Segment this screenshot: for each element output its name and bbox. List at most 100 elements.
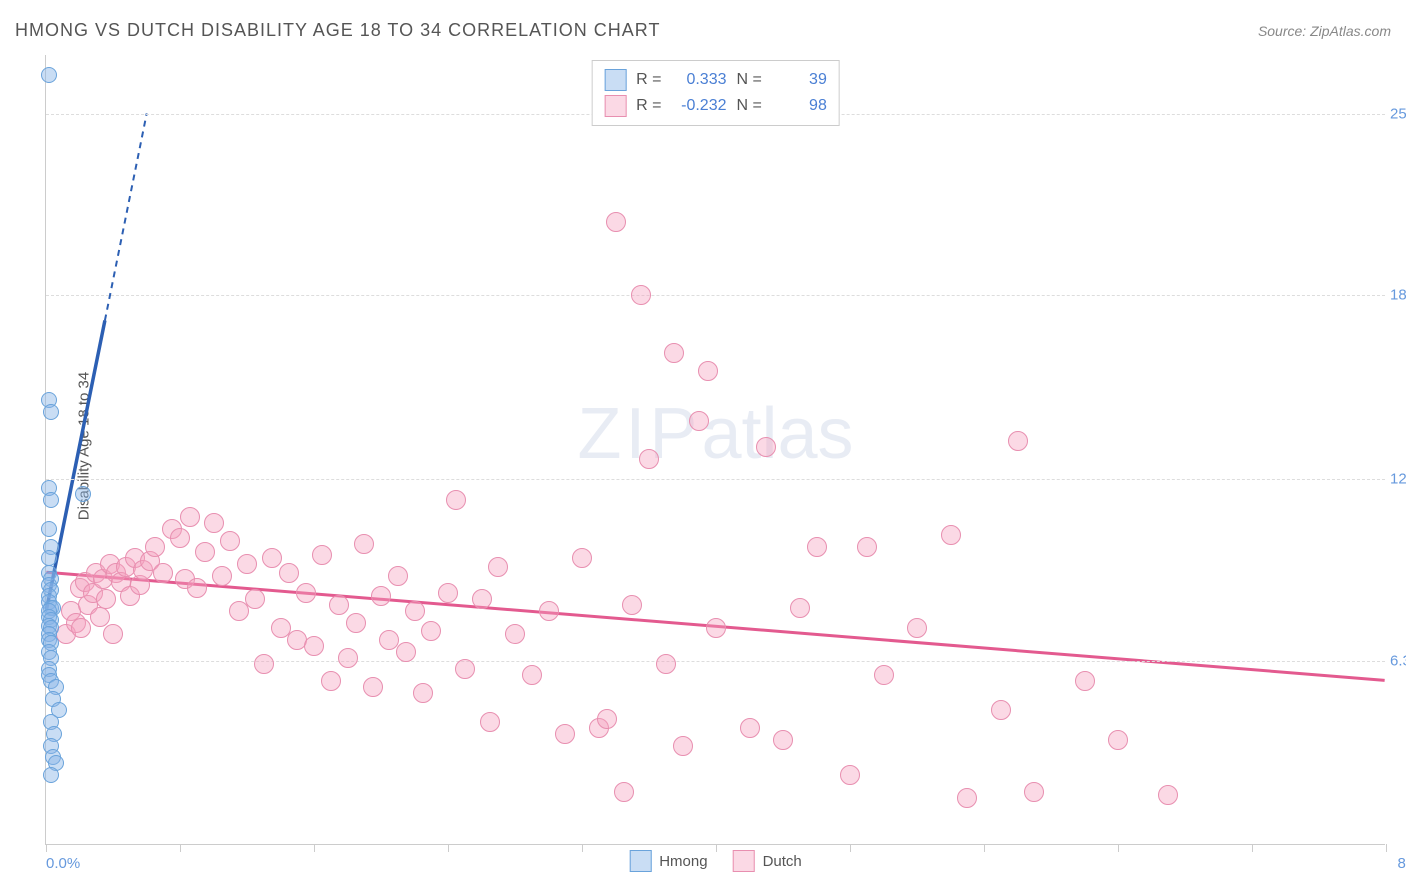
point-dutch [555,724,575,744]
point-hmong [43,492,59,508]
point-dutch [740,718,760,738]
x-max-label: 80.0% [1397,855,1406,872]
point-dutch [338,648,358,668]
point-dutch [321,671,341,691]
point-dutch [606,212,626,232]
point-dutch [170,528,190,548]
point-dutch [421,621,441,641]
gridline-h [46,661,1385,662]
point-dutch [103,624,123,644]
n-label: N = [737,97,762,115]
stats-legend: R = 0.333 N = 39 R = -0.232 N = 98 [591,60,840,126]
point-dutch [254,654,274,674]
point-dutch [153,563,173,583]
point-dutch [957,788,977,808]
point-dutch [706,618,726,638]
point-dutch [572,548,592,568]
point-dutch [631,285,651,305]
x-tick [1252,844,1253,852]
point-dutch [220,531,240,551]
point-dutch [438,583,458,603]
x-tick [850,844,851,852]
point-dutch [388,566,408,586]
point-dutch [656,654,676,674]
point-dutch [237,554,257,574]
chart-plot-area: ZIPatlas R = 0.333 N = 39 R = -0.232 N =… [45,55,1385,845]
source-text: Source: ZipAtlas.com [1258,23,1391,39]
point-dutch [1008,431,1028,451]
point-dutch [296,583,316,603]
r-label: R = [636,97,661,115]
point-dutch [614,782,634,802]
y-tick-label: 25.0% [1390,105,1406,122]
x-tick [1118,844,1119,852]
point-dutch [180,507,200,527]
point-dutch [262,548,282,568]
stats-row-dutch: R = -0.232 N = 98 [604,93,827,119]
x-tick [46,844,47,852]
point-dutch [1024,782,1044,802]
point-dutch [371,586,391,606]
point-dutch [907,618,927,638]
point-dutch [1108,730,1128,750]
swatch-hmong [604,69,626,91]
point-dutch [145,537,165,557]
point-dutch [245,589,265,609]
x-tick [984,844,985,852]
legend-label-dutch: Dutch [763,853,802,870]
point-hmong [41,67,57,83]
point-hmong [41,521,57,537]
point-dutch [941,525,961,545]
watermark: ZIPatlas [577,393,853,475]
point-dutch [472,589,492,609]
point-hmong [75,486,91,502]
point-dutch [857,537,877,557]
point-dutch [807,537,827,557]
gridline-h [46,479,1385,480]
point-dutch [522,665,542,685]
r-label: R = [636,71,661,89]
point-dutch [187,578,207,598]
point-dutch [622,595,642,615]
point-dutch [664,343,684,363]
swatch-dutch-icon [733,850,755,872]
point-dutch [689,411,709,431]
point-dutch [480,712,500,732]
point-dutch [396,642,416,662]
point-dutch [279,563,299,583]
legend-item-dutch: Dutch [733,850,802,872]
n-label: N = [737,71,762,89]
y-tick-label: 18.8% [1390,286,1406,303]
point-dutch [363,677,383,697]
point-dutch [698,361,718,381]
legend-item-hmong: Hmong [629,850,707,872]
x-tick [1386,844,1387,852]
series-legend: Hmong Dutch [629,850,802,872]
gridline-h [46,295,1385,296]
point-hmong [41,550,57,566]
x-tick [448,844,449,852]
point-dutch [446,490,466,510]
point-dutch [312,545,332,565]
point-dutch [71,618,91,638]
point-dutch [991,700,1011,720]
y-tick-label: 12.5% [1390,471,1406,488]
point-dutch [505,624,525,644]
point-hmong [43,404,59,420]
point-dutch [488,557,508,577]
point-dutch [1158,785,1178,805]
point-dutch [1075,671,1095,691]
n-value-dutch: 98 [772,97,827,115]
point-dutch [597,709,617,729]
point-dutch [639,449,659,469]
point-dutch [204,513,224,533]
point-dutch [874,665,894,685]
point-dutch [212,566,232,586]
point-dutch [354,534,374,554]
point-hmong [43,767,59,783]
point-dutch [405,601,425,621]
point-dutch [346,613,366,633]
point-dutch [840,765,860,785]
point-dutch [756,437,776,457]
chart-title: HMONG VS DUTCH DISABILITY AGE 18 TO 34 C… [15,20,660,41]
